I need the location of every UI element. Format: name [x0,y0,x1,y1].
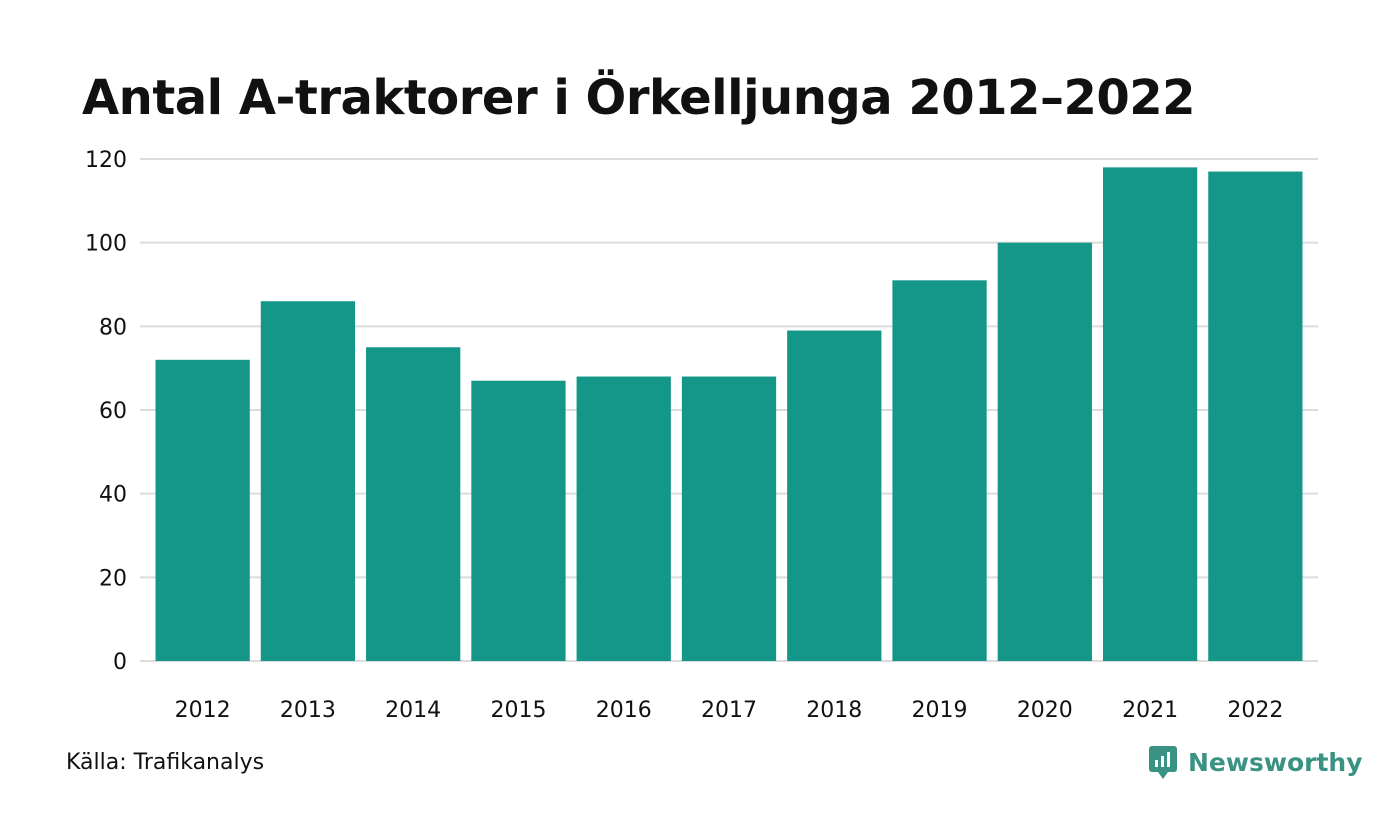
bar-chart: 0 20 40 60 80 100 120 2012 2013 2014 2015 2016 2017… [85,148,1318,723]
x-tick-label: 2013 [280,698,336,723]
bars [155,167,1303,662]
bar-2020 [997,242,1092,661]
brand-name: Newsworthy [1188,748,1363,777]
x-tick-label: 2015 [490,698,546,723]
newsworthy-logo-icon [1149,746,1177,779]
bar-2021 [1102,167,1198,661]
y-tick-label: 100 [85,232,127,257]
brand-logo: Newsworthy [1148,743,1363,783]
y-tick-label: 120 [85,148,127,173]
bar-2017 [681,376,777,661]
bar-2018 [787,330,882,661]
y-tick-label: 40 [99,483,127,508]
x-tick-label: 2020 [1017,698,1073,723]
y-tick-label: 20 [99,566,127,591]
bar-2015 [471,380,566,661]
x-tick-label: 2016 [596,698,652,723]
y-tick-label: 60 [99,399,127,424]
y-tick-label: 0 [113,650,127,675]
y-tick-label: 80 [99,315,127,340]
x-tick-label: 2021 [1122,698,1178,723]
x-tick-label: 2018 [806,698,862,723]
source-note: Källa: Trafikanalys [66,750,265,775]
chart-title: Antal A-traktorer i Örkelljunga 2012–202… [82,70,1196,126]
x-tick-label: 2014 [385,698,441,723]
x-tick-label: 2019 [912,698,968,723]
x-tick-label: 2012 [175,698,231,723]
bar-2019 [892,280,987,661]
x-axis-ticks: 2012 2013 2014 2015 2016 2017 2018 2019 2020 2021… [175,698,1284,723]
x-tick-label: 2022 [1227,698,1283,723]
bar-2022 [1208,171,1303,662]
bar-2014 [366,347,461,661]
y-axis-ticks: 0 20 40 60 80 100 120 [85,148,127,675]
bar-2013 [260,301,356,661]
bar-2012 [155,359,250,661]
x-tick-label: 2017 [701,698,757,723]
bar-2016 [576,376,671,661]
